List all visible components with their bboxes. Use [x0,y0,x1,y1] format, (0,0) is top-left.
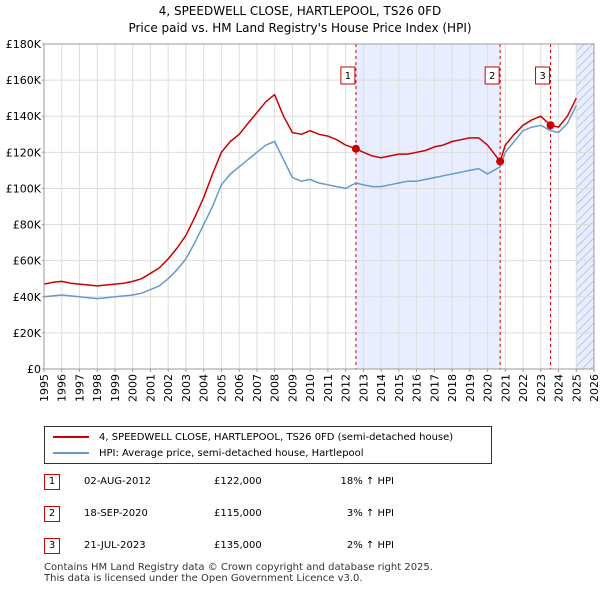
legend: 4, SPEEDWELL CLOSE, HARTLEPOOL, TS26 0FD… [44,426,492,464]
x-tick-label: 2012 [340,374,353,402]
x-tick-label: 2006 [233,374,246,402]
y-tick-label: £160K [6,74,42,87]
transaction-row: 2 18-SEP-2020 £115,000 3% ↑ HPI [44,506,584,522]
plot-area [44,44,594,369]
sale-label-box [340,66,356,85]
x-tick-label: 2019 [464,374,477,402]
price-chart: 1 2 3 £0 £20K £40K £60K £80K £100K £120K £140K £160… [6,38,600,402]
y-tick-label: £180K [6,38,42,51]
x-tick-label: 2011 [322,374,335,402]
x-tick-label: 2007 [251,374,264,402]
sale-label-box [535,66,551,85]
x-tick-label: 2000 [127,374,140,402]
x-tick-label: 2005 [215,374,228,402]
transaction-price: £135,000 [214,540,262,551]
legend-swatch-hpi [53,452,89,454]
ownership-shade [355,44,501,369]
x-tick-label: 1995 [38,374,51,402]
y-tick-label: £40K [13,291,42,304]
x-tick-label: 2009 [286,374,299,402]
sale-label-box [484,66,500,85]
legend-label-property: 4, SPEEDWELL CLOSE, HARTLEPOOL, TS26 0FD… [99,431,454,443]
sale-point [351,144,360,153]
x-tick-label: 2002 [162,374,175,402]
sale-label: 2 [489,71,495,82]
y-tick-label: £100K [6,182,42,195]
x-tick-label: 1996 [56,374,69,402]
x-tick-label: 2023 [535,374,548,402]
x-tick-label: 2022 [517,374,530,402]
x-tick-label: 1999 [109,374,122,402]
legend-label-hpi: HPI: Average price, semi-detached house,… [99,447,364,459]
x-tick-label: 2015 [393,374,406,402]
series-line-hpi [43,105,577,300]
y-tick-label: £0 [27,363,41,376]
x-tick-label: 2014 [375,374,388,402]
x-tick-label: 2020 [482,374,495,402]
transaction-hpi-change: 18% ↑ HPI [340,476,394,487]
legend-swatch-property [53,436,89,438]
x-tick-label: 1998 [91,374,104,402]
transaction-number: 1 [44,474,60,490]
x-tick-label: 2025 [570,374,583,402]
x-tick-label: 2010 [304,374,317,402]
transaction-price: £115,000 [214,508,262,519]
x-tick-label: 2004 [198,374,211,402]
y-tick-label: £60K [13,255,42,268]
sale-label: 1 [345,71,351,82]
transaction-date: 02-AUG-2012 [84,476,152,487]
y-tick-label: £120K [6,146,42,159]
transaction-price: £122,000 [214,476,262,487]
sale-point [546,121,555,130]
x-tick-label: 2016 [411,374,424,402]
transaction-date: 21-JUL-2023 [84,540,146,551]
footer-copyright: Contains HM Land Registry data © Crown c… [44,562,433,573]
x-tick-label: 2026 [588,374,600,402]
plot-frame [43,43,595,370]
x-tick-label: 2024 [553,374,566,402]
x-tick-label: 2013 [357,374,370,402]
y-tick-label: £20K [13,327,42,340]
chart-title-line1: 4, SPEEDWELL CLOSE, HARTLEPOOL, TS26 0FD [158,4,442,18]
y-tick-label: £80K [13,219,42,232]
series-line-property [43,93,577,287]
x-tick-label: 1997 [73,374,86,402]
sale-point [496,157,505,166]
transaction-hpi-change: 3% ↑ HPI [346,508,394,519]
x-tick-label: 2001 [144,374,157,402]
x-tick-label: 2017 [428,374,441,402]
transaction-date: 18-SEP-2020 [84,508,148,519]
x-tick-label: 2021 [499,374,512,402]
x-tick-label: 2018 [446,374,459,402]
sale-label: 3 [539,71,545,82]
chart-title-line2: Price paid vs. HM Land Registry's House … [128,21,472,35]
transaction-row: 1 02-AUG-2012 £122,000 18% ↑ HPI [44,474,584,490]
transaction-hpi-change: 2% ↑ HPI [346,540,394,551]
y-tick-label: £140K [6,110,42,123]
future-hatch [576,44,594,369]
transaction-number: 2 [44,506,60,522]
x-tick-label: 2003 [180,374,193,402]
x-tick-label: 2008 [269,374,282,402]
footer-licence: This data is licensed under the Open Gov… [44,573,363,584]
legend-item-hpi: HPI: Average price, semi-detached house,… [53,445,364,461]
transaction-number: 3 [44,538,60,554]
transaction-row: 3 21-JUL-2023 £135,000 2% ↑ HPI [44,538,584,554]
legend-item-property: 4, SPEEDWELL CLOSE, HARTLEPOOL, TS26 0FD… [53,429,453,445]
